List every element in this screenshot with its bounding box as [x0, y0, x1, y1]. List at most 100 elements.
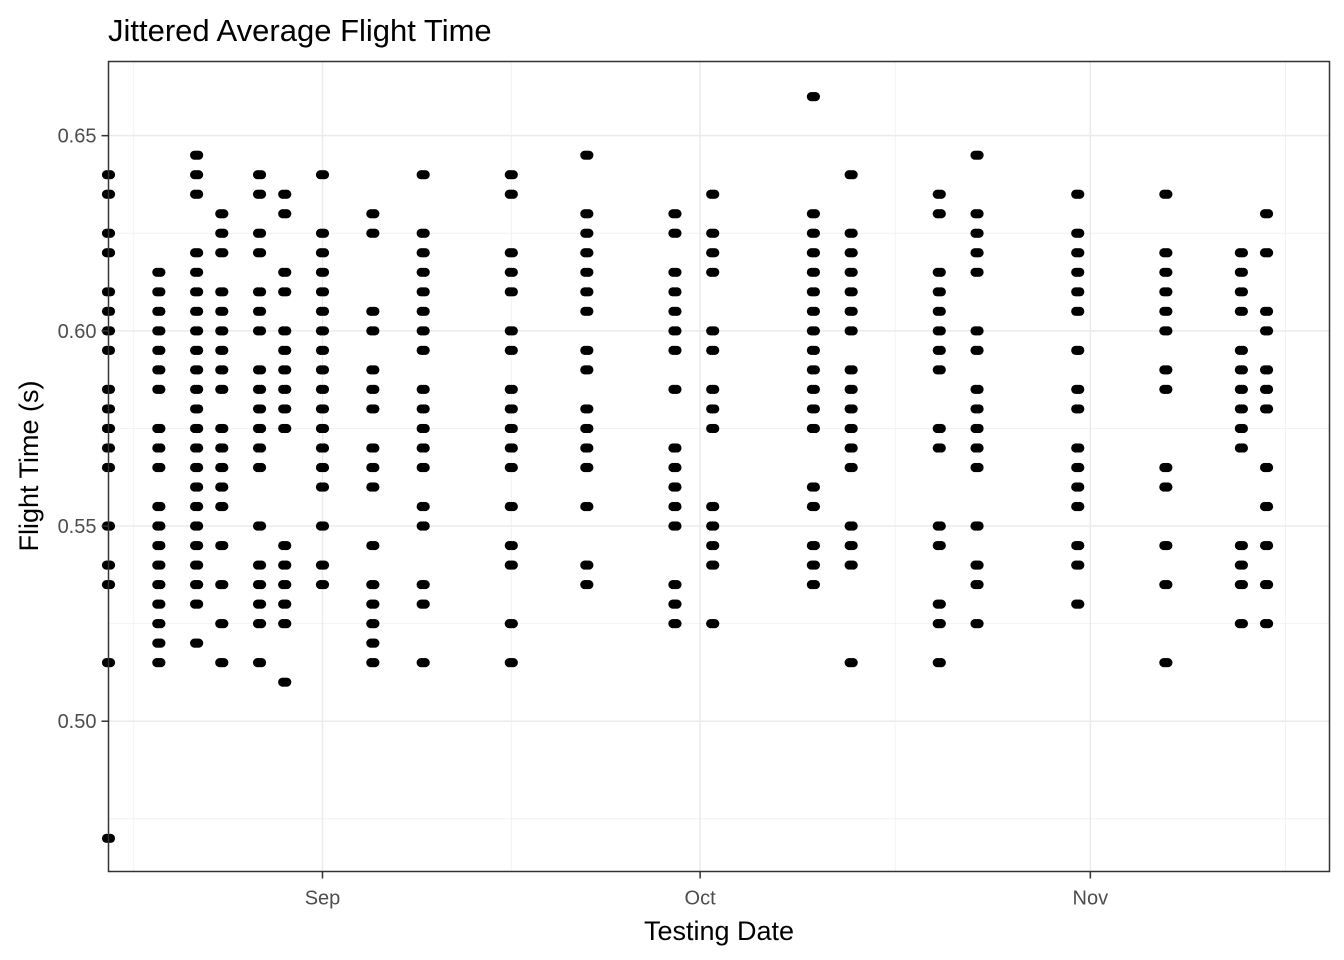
- data-point: [672, 599, 682, 609]
- data-point: [710, 384, 720, 395]
- data-point: [810, 267, 821, 277]
- data-point: [319, 228, 330, 238]
- data-point: [1075, 306, 1085, 316]
- data-point: [370, 619, 380, 629]
- data-point: [848, 423, 858, 434]
- data-point: [1238, 540, 1248, 551]
- data-point: [508, 248, 518, 258]
- data-point: [508, 326, 518, 336]
- data-point: [319, 365, 330, 375]
- data-point: [1238, 306, 1248, 316]
- data-point: [370, 540, 380, 551]
- data-point: [974, 423, 984, 434]
- data-point: [1238, 619, 1248, 629]
- data-point: [256, 423, 267, 434]
- data-point: [1075, 287, 1085, 297]
- data-point: [282, 540, 292, 551]
- data-point: [282, 579, 292, 590]
- data-point: [974, 443, 984, 453]
- data-point: [105, 443, 116, 453]
- data-point: [848, 287, 858, 297]
- data-point: [1163, 579, 1173, 590]
- data-point: [319, 248, 330, 258]
- data-point: [319, 443, 330, 453]
- data-point: [370, 482, 380, 492]
- data-point: [219, 306, 229, 316]
- data-point: [936, 540, 946, 551]
- data-point: [1263, 404, 1274, 414]
- data-point: [710, 326, 720, 336]
- data-point: [974, 462, 984, 473]
- data-point: [420, 170, 430, 180]
- data-point: [672, 384, 682, 395]
- data-point: [710, 189, 720, 199]
- data-point: [672, 462, 682, 473]
- data-point: [282, 404, 292, 414]
- data-point: [584, 443, 594, 453]
- data-point: [508, 501, 518, 512]
- data-point: [420, 404, 430, 414]
- data-point: [810, 579, 821, 590]
- data-point: [156, 579, 166, 590]
- data-point: [1075, 540, 1085, 551]
- data-point: [219, 209, 229, 219]
- data-point: [1075, 345, 1085, 355]
- data-point: [936, 423, 946, 434]
- data-point: [256, 599, 267, 609]
- data-point: [256, 658, 267, 668]
- data-point: [1263, 579, 1274, 590]
- data-point: [936, 619, 946, 629]
- data-point: [219, 482, 229, 492]
- data-point: [194, 150, 204, 160]
- data-point: [1075, 462, 1085, 473]
- data-point: [370, 462, 380, 473]
- minor-gridlines: [108, 61, 1330, 872]
- y-axis-title: Flight Time (s): [14, 380, 44, 551]
- data-point: [219, 619, 229, 629]
- data-point: [194, 482, 204, 492]
- data-point: [974, 150, 984, 160]
- data-point: [156, 619, 166, 629]
- data-point: [370, 384, 380, 395]
- data-point: [1163, 384, 1173, 395]
- data-point: [420, 326, 430, 336]
- data-point: [1163, 658, 1173, 668]
- data-point: [974, 326, 984, 336]
- data-point: [105, 462, 116, 473]
- data-point: [584, 423, 594, 434]
- data-point: [105, 384, 116, 395]
- data-point: [105, 423, 116, 434]
- data-point: [319, 404, 330, 414]
- data-point: [584, 306, 594, 316]
- data-point: [1263, 384, 1274, 395]
- data-point: [219, 579, 229, 590]
- data-point: [370, 365, 380, 375]
- data-point: [1238, 579, 1248, 590]
- data-point: [319, 384, 330, 395]
- data-point: [848, 443, 858, 453]
- data-point: [848, 306, 858, 316]
- data-point: [256, 326, 267, 336]
- data-point: [974, 404, 984, 414]
- y-tick-label: 0.60: [58, 321, 97, 343]
- data-point: [105, 345, 116, 355]
- data-point: [584, 345, 594, 355]
- data-point: [420, 228, 430, 238]
- data-point: [194, 384, 204, 395]
- data-point: [508, 423, 518, 434]
- data-point: [156, 345, 166, 355]
- data-point: [156, 540, 166, 551]
- data-point: [710, 560, 720, 570]
- data-point: [219, 443, 229, 453]
- x-axis-title: Testing Date: [644, 916, 794, 946]
- data-point: [1163, 540, 1173, 551]
- data-point: [219, 228, 229, 238]
- data-point: [194, 540, 204, 551]
- data-point: [105, 248, 116, 258]
- data-point: [256, 306, 267, 316]
- data-point: [584, 501, 594, 512]
- data-point: [672, 443, 682, 453]
- data-point: [848, 404, 858, 414]
- data-point: [1075, 384, 1085, 395]
